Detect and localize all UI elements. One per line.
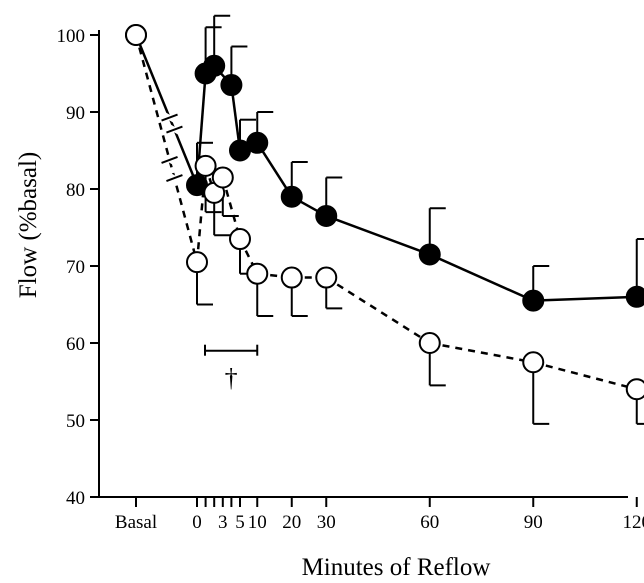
y-tick-label: 100 [57, 26, 86, 47]
x-tick-label: 10 [248, 512, 267, 533]
series-segment [326, 278, 430, 343]
filled-point [420, 244, 440, 264]
x-tick-label: 3 [218, 512, 228, 533]
open-point [230, 229, 250, 249]
series-segment [326, 216, 430, 255]
open-point [196, 156, 216, 176]
open-point [213, 167, 233, 187]
open-point [126, 25, 146, 45]
series-segment [533, 297, 637, 301]
series-segment [430, 254, 534, 300]
x-tick-label: Basal [115, 512, 157, 533]
series-segment [430, 343, 534, 362]
annotations: † [205, 345, 257, 393]
x-tick-label: 30 [317, 512, 336, 533]
filled-point [221, 75, 241, 95]
y-tick-label: 40 [66, 488, 85, 509]
y-tick-label: 80 [66, 180, 85, 201]
filled-point [627, 287, 644, 307]
filled-point [204, 56, 224, 76]
filled-point [282, 187, 302, 207]
open-point [420, 333, 440, 353]
open-point [523, 352, 543, 372]
open-point [187, 252, 207, 272]
series-segment [136, 35, 197, 185]
filled-point [316, 206, 336, 226]
y-tick-label: 90 [66, 103, 85, 124]
x-tick-label: 0 [192, 512, 202, 533]
x-tick-label: 60 [420, 512, 439, 533]
filled-point [523, 291, 543, 311]
x-tick-label: 5 [235, 512, 245, 533]
x-tick-label: 20 [282, 512, 301, 533]
y-tick-label: 50 [66, 411, 85, 432]
x-axis-title: Minutes of Reflow [302, 554, 491, 581]
y-tick-label: 70 [66, 257, 85, 278]
series-segment [136, 35, 197, 262]
series-segment [533, 362, 637, 389]
open-point [627, 379, 644, 399]
open-point [282, 268, 302, 288]
y-tick-label: 60 [66, 334, 85, 355]
x-tick-label: 120 [623, 512, 644, 533]
open-point [247, 264, 267, 284]
open-point [316, 268, 336, 288]
significance-dagger: † [225, 364, 238, 393]
y-axis-title: Flow (%basal) [15, 152, 42, 299]
x-tick-label: 90 [524, 512, 543, 533]
filled-point [247, 133, 267, 153]
